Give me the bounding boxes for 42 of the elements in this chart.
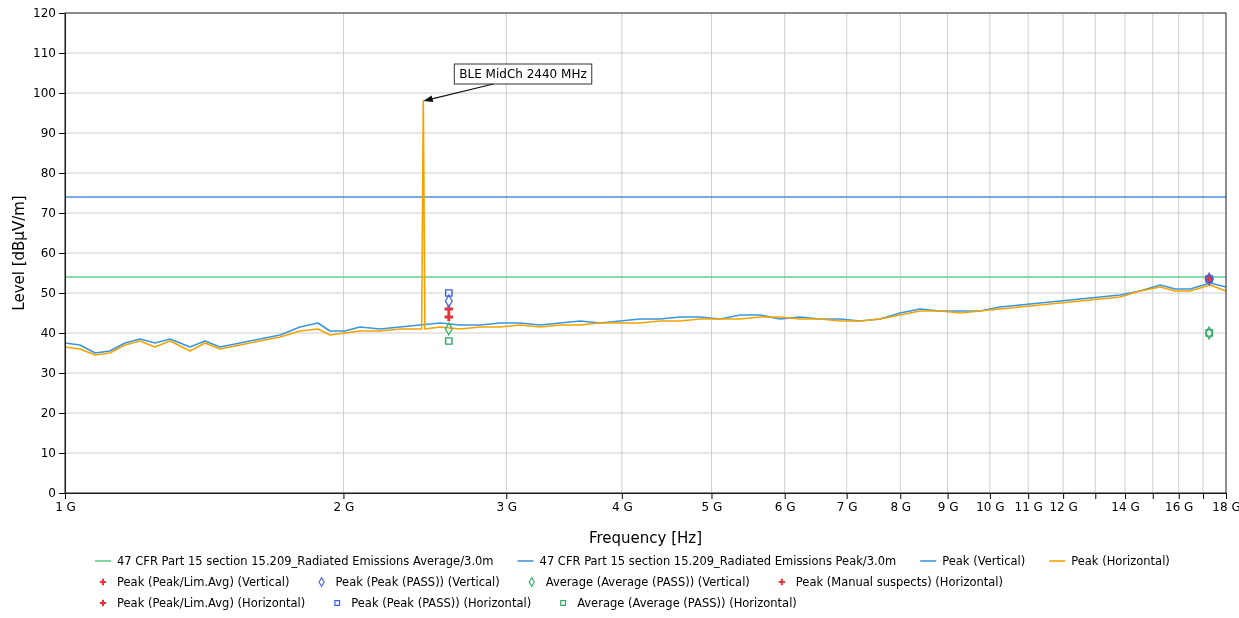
x-tick-label: 16 G xyxy=(1164,499,1194,514)
y-tick-label: 50 xyxy=(40,286,56,301)
x-axis-title: Frequency [Hz] xyxy=(588,529,703,547)
y-tick-label: 90 xyxy=(40,126,56,141)
legend-label: Peak (Peak (PASS)) (Vertical) xyxy=(335,575,500,589)
x-tick-label: 8 G xyxy=(890,499,912,514)
y-tick-label: 20 xyxy=(40,406,56,421)
x-tick-label: 10 G xyxy=(976,499,1005,514)
y-tick-label: 120 xyxy=(33,6,56,21)
y-tick-label: 10 xyxy=(40,446,56,461)
y-tick-label: 70 xyxy=(40,206,56,221)
annotation: BLE MidCh 2440 MHz xyxy=(459,67,587,81)
x-tick-label: 11 G xyxy=(1014,499,1043,514)
legend-label: Peak (Manual suspects) (Horizontal) xyxy=(795,575,1004,589)
x-tick-label: 4 G xyxy=(611,499,633,514)
legend-label: 47 CFR Part 15 section 15.209_Radiated Emissions Peak/3.0m xyxy=(539,554,897,568)
legend-label: 47 CFR Part 15 section 15.209_Radiated Emissions Average/3.0m xyxy=(117,554,494,568)
x-tick-label: 3 G xyxy=(496,499,518,514)
legend-label: Average (Average (PASS)) (Vertical) xyxy=(545,575,750,589)
x-tick-label: 9 G xyxy=(937,499,959,514)
y-tick-label: 60 xyxy=(40,246,56,261)
y-axis-title: Level [dBµV/m] xyxy=(10,195,28,311)
legend-label: Peak (Peak (PASS)) (Horizontal) xyxy=(351,596,532,610)
y-tick-label: 30 xyxy=(40,366,56,381)
x-tick-label: 5 G xyxy=(701,499,723,514)
x-tick-label: 12 G xyxy=(1049,499,1078,514)
x-tick-label: 18 G xyxy=(1212,499,1239,514)
x-tick-label: 7 G xyxy=(836,499,858,514)
y-tick-label: 0 xyxy=(48,486,56,501)
x-tick-label: 1 G xyxy=(55,499,76,514)
y-tick-label: 40 xyxy=(40,326,56,341)
y-tick-label: 100 xyxy=(33,86,56,101)
y-tick-label: 110 xyxy=(33,46,56,61)
x-tick-label: 6 G xyxy=(774,499,796,514)
legend-label: Peak (Peak/Lim.Avg) (Vertical) xyxy=(117,575,290,589)
legend-label: Peak (Vertical) xyxy=(942,554,1026,568)
legend-label: Peak (Peak/Lim.Avg) (Horizontal) xyxy=(117,596,306,610)
x-tick-label: 14 G xyxy=(1111,499,1140,514)
x-tick-label: 2 G xyxy=(333,499,355,514)
legend-label: Average (Average (PASS)) (Horizontal) xyxy=(577,596,797,610)
legend-label: Peak (Horizontal) xyxy=(1071,554,1170,568)
y-tick-label: 80 xyxy=(40,166,56,181)
